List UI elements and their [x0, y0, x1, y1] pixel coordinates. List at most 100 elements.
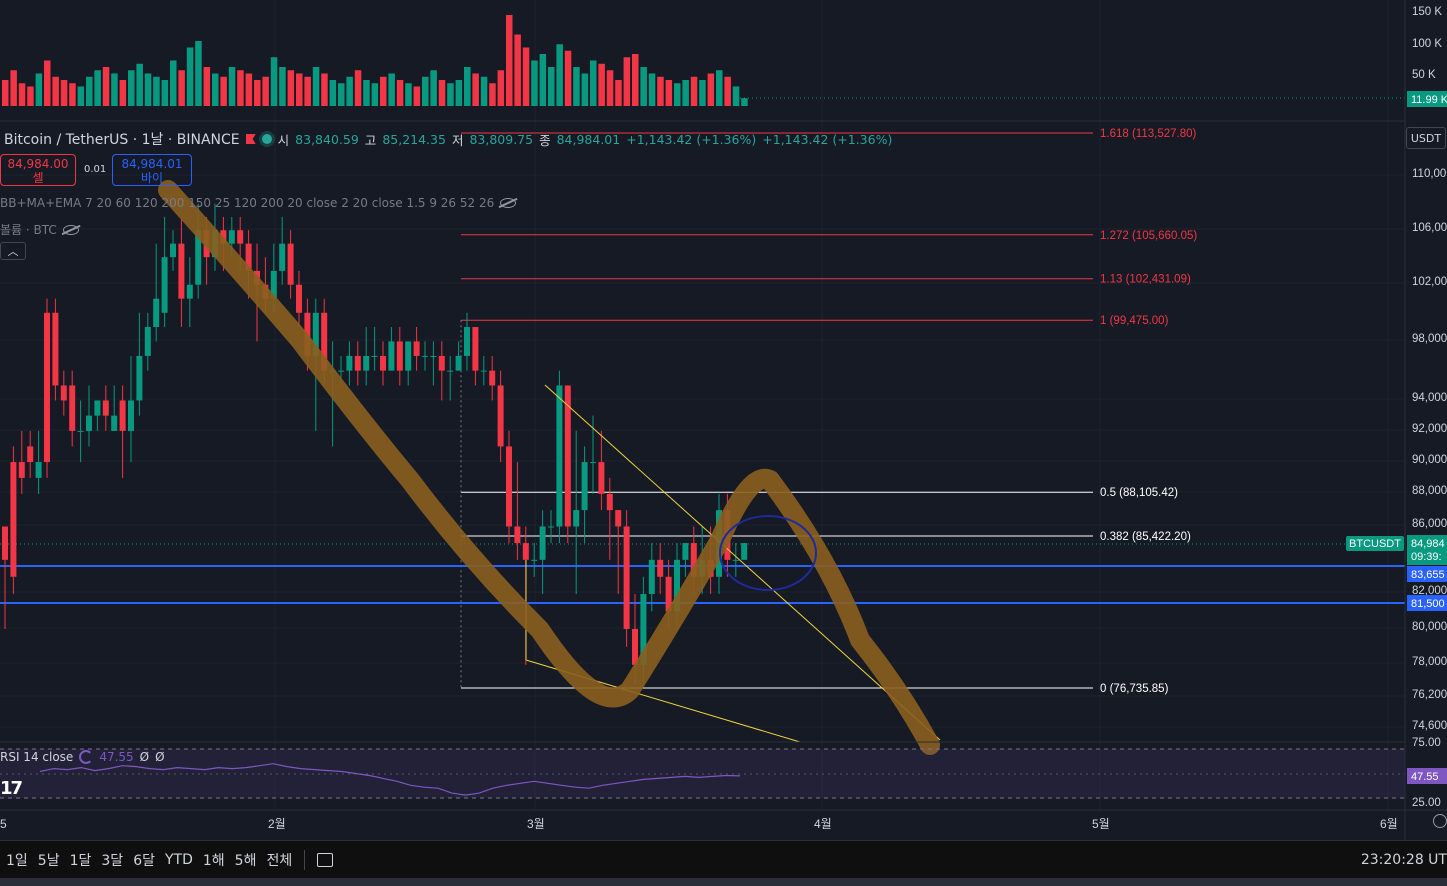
toolbar-divider [304, 850, 306, 870]
candle [287, 230, 294, 299]
candle [94, 400, 101, 431]
volume-bar [396, 80, 404, 106]
tradingview-logo-icon[interactable]: 17 [0, 778, 23, 799]
volume-bar [699, 80, 706, 106]
range-1y[interactable]: 1해 [202, 853, 225, 869]
range-5y[interactable]: 5해 [234, 853, 257, 869]
volume-tick: 100 K [1412, 38, 1442, 50]
rsi-tag-current: 47.55 [1407, 768, 1447, 784]
volume-bar [52, 76, 59, 106]
volume-bar [262, 76, 269, 106]
rsi-extra-1: Ø [139, 750, 150, 764]
rsi-tick: 75.00 [1412, 737, 1441, 749]
volume-bar [447, 83, 454, 106]
volume-tag-current: 11.99 K [1407, 91, 1447, 107]
volume-bar [707, 73, 715, 106]
buy-button[interactable]: 84,984.01 바이 [112, 154, 192, 186]
candle [438, 341, 445, 401]
volume-bar [548, 67, 555, 106]
price-tick: 86,000 [1412, 518, 1447, 530]
volume-bar [312, 67, 320, 106]
clock[interactable]: 23:20:28 UT [1360, 852, 1447, 868]
flag-icon[interactable] [245, 134, 256, 144]
fib-label: 0 (76,735.85) [1100, 683, 1169, 695]
range-1m[interactable]: 1달 [69, 853, 92, 869]
currency-button[interactable]: USDT [1406, 127, 1446, 149]
calendar-icon[interactable] [317, 853, 334, 867]
candle [732, 543, 739, 577]
time-tick: 5 [0, 817, 7, 831]
range-5d[interactable]: 5날 [37, 853, 60, 869]
volume-label[interactable]: 볼륨 · BTC [0, 223, 57, 237]
volume-bar [716, 70, 723, 106]
price-tick: 98,000 [1412, 333, 1447, 345]
volume-legend[interactable]: 볼륨 · BTC [0, 221, 79, 238]
sell-button[interactable]: 84,984.00 셀 [0, 154, 76, 186]
volume-bar [514, 34, 521, 106]
candle [279, 216, 286, 285]
volume-bar [296, 73, 303, 106]
price-chart[interactable]: 1.618 (113,527.80) 1.272 (105,660.05) 1.13… [0, 0, 1447, 840]
fib-label: 0.5 (88,105.42) [1100, 487, 1178, 499]
symbol-name[interactable]: Bitcoin / TetherUS · 1날 · BINANCE [4, 132, 240, 148]
candle [623, 510, 630, 647]
range-3m[interactable]: 3달 [101, 853, 124, 869]
candle [380, 341, 386, 386]
svg-text:11.99 K: 11.99 K [1411, 94, 1447, 106]
gear-icon[interactable] [1433, 814, 1447, 828]
symbol-legend[interactable]: Bitcoin / TetherUS · 1날 · BINANCE 시 83,84… [4, 129, 892, 149]
volume-bar [674, 83, 681, 106]
candle [10, 446, 17, 594]
volume-bar [380, 76, 387, 106]
svg-text:47.55: 47.55 [1411, 771, 1439, 783]
fib-label: 1 (99,475.00) [1100, 315, 1169, 327]
candle [573, 430, 580, 594]
volume-bar [119, 80, 127, 106]
time-tick: 5월 [1092, 817, 1110, 831]
volume-bar [27, 86, 34, 106]
range-6m[interactable]: 6달 [133, 853, 155, 869]
volume-bar [422, 76, 429, 106]
price-tick: 110,00 [1412, 168, 1446, 180]
volume-bar [581, 73, 589, 106]
hide-eye-icon[interactable] [62, 224, 79, 235]
volume-bar [438, 80, 446, 106]
price-axis: 110,00 106,00 102,00 98,000 94,000 92,000 90,0… [1412, 6, 1447, 809]
volume-bar [128, 70, 135, 106]
volume-bar [69, 83, 76, 106]
indicator-label[interactable]: BB+MA+EMA 7 20 60 120 200 150 25 120 200… [0, 196, 495, 210]
candle [682, 543, 689, 577]
close-label: 종 [539, 132, 551, 148]
candle [346, 341, 353, 386]
candle [422, 341, 428, 371]
volume-bar [489, 83, 496, 106]
volume-bar [430, 70, 437, 106]
range-all[interactable]: 전체 [266, 853, 293, 869]
volume-bar [2, 80, 9, 106]
hide-eye-icon[interactable] [500, 198, 517, 208]
candle [464, 312, 470, 371]
volume-bar [102, 67, 110, 106]
candle [615, 510, 622, 594]
range-ytd[interactable]: YTD [164, 852, 193, 868]
volume-bar [144, 73, 152, 106]
collapse-legend-button[interactable]: ︿ [0, 242, 26, 260]
candle [153, 243, 160, 342]
range-1d[interactable]: 1일 [6, 853, 28, 869]
volume-bar [203, 67, 211, 106]
volume-bar [161, 80, 169, 106]
candle [447, 355, 454, 401]
rsi-line [39, 763, 741, 796]
price-tag-current: 84,984 09:39: [1407, 535, 1447, 565]
indicator-legend[interactable]: BB+MA+EMA 7 20 60 120 200 150 25 120 200… [0, 196, 517, 210]
candle [657, 543, 664, 594]
candle [413, 327, 420, 371]
rsi-label[interactable]: RSI 14 close [0, 750, 74, 764]
chart-grid [0, 0, 1405, 810]
rsi-legend[interactable]: RSI 14 close 47.55 Ø Ø [0, 750, 165, 764]
volume-bar [522, 47, 530, 106]
price-tick: 88,000 [1412, 485, 1447, 497]
change-value-2: +1,143.42 (+1.36%) [762, 131, 893, 147]
trendline-upper [544, 384, 941, 741]
bottom-toolbar: 1일 5날 1달 3달 6달 YTD 1해 5해 전체 23:20:28 UT [0, 840, 1447, 879]
